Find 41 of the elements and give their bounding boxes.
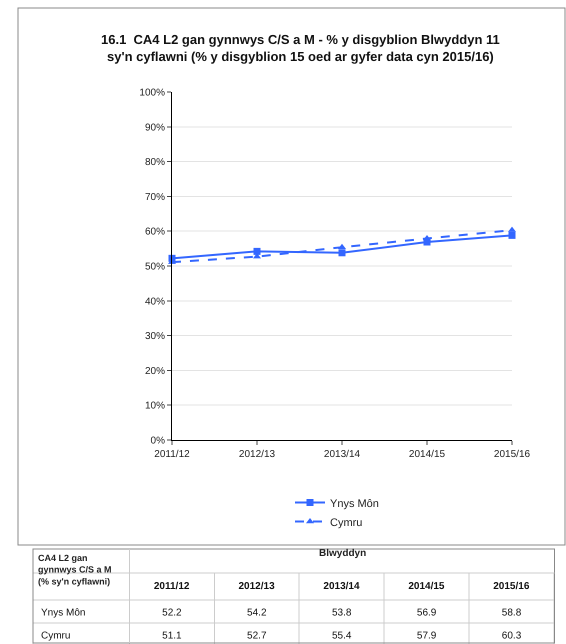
y-tick-label: 10% [144, 400, 166, 412]
legend-label: Cymru [330, 516, 362, 529]
text: Ynys Môn [41, 608, 86, 618]
data-label: 51.1 [162, 630, 182, 642]
y-tick-label: 90% [144, 122, 166, 134]
data-label: 53.8 [332, 608, 352, 618]
data-label: 60.3 [502, 630, 522, 642]
category-label: 2012/13 [238, 581, 275, 592]
category-label: 2013/14 [323, 581, 360, 592]
y-tick-label: 20% [144, 366, 166, 377]
point [254, 248, 260, 255]
legend-label: Ynys Môn [330, 498, 379, 510]
category-label: 2014/15 [408, 581, 444, 592]
y-tick-label: 50% [144, 262, 166, 272]
text: Cymru [41, 630, 70, 642]
text: Blwyddyn [319, 548, 366, 559]
x-tick-label: 2015/16 [494, 449, 531, 460]
data-label: 58.8 [502, 608, 522, 618]
y-tick-label: 0% [150, 436, 166, 446]
y-tick-label: 60% [144, 226, 166, 238]
x-tick-label: 2012/13 [238, 449, 276, 460]
text: CA4 L2 gan gynnwys C/S a M (% sy'n cyflawni) [38, 553, 112, 586]
x-tick-label: 2011/12 [154, 449, 190, 460]
y-tick-label: 70% [144, 192, 166, 203]
y-tick-label: 40% [144, 296, 166, 308]
point [338, 249, 346, 256]
category-label: 2015/16 [493, 581, 530, 592]
chart-title: 16.1 CA4 L2 gan gynnwys C/S a M - % y disgyblion Blwyddyn 11 sy'n cyflawni (% y disgyblion 15 oed ar gyfer data cyn 2015/16) [101, 32, 500, 64]
data-label: 56.9 [416, 608, 437, 618]
category-label: 2011/12 [154, 581, 190, 592]
x-tick-label: 2014/15 [408, 449, 446, 460]
x-tick-label: 2013/14 [324, 449, 361, 460]
data-label: 52.7 [247, 630, 267, 642]
data-label: 52.2 [162, 608, 182, 618]
point [508, 232, 516, 239]
y-tick-label: 30% [144, 331, 166, 342]
data-label: 54.2 [247, 608, 267, 618]
data-label: 55.4 [332, 630, 352, 642]
data-label: 57.9 [416, 630, 437, 642]
y-tick-label: 80% [144, 157, 166, 168]
y-tick-label: 100% [139, 88, 166, 98]
